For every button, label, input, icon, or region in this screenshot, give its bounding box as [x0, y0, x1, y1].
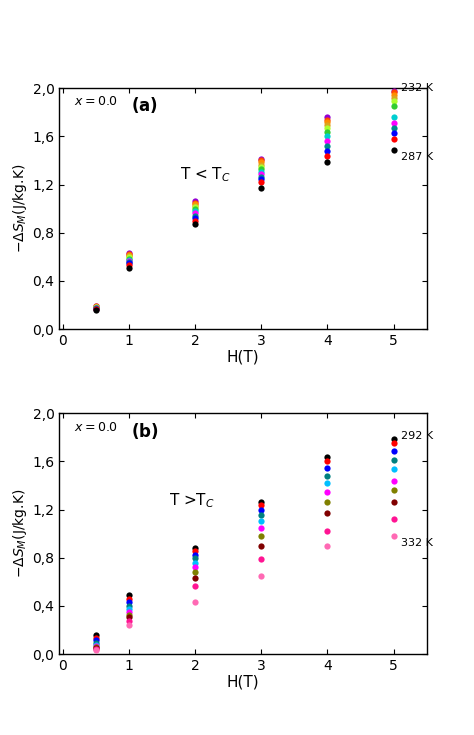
Text: $\mathbf{(b)}$: $\mathbf{(b)}$ [131, 420, 158, 440]
Text: 232 K: 232 K [401, 83, 433, 93]
Text: T >T$_C$: T >T$_C$ [169, 491, 215, 509]
Text: T < T$_C$: T < T$_C$ [181, 165, 231, 184]
Text: $x = 0.0$: $x = 0.0$ [74, 420, 118, 434]
Text: 292 K: 292 K [401, 431, 434, 441]
Text: $\mathbf{(a)}$: $\mathbf{(a)}$ [131, 96, 158, 115]
Text: $x = 0.0$: $x = 0.0$ [74, 96, 118, 109]
Y-axis label: $-\Delta S_M$(J/kg.K): $-\Delta S_M$(J/kg.K) [11, 164, 29, 254]
X-axis label: H(T): H(T) [227, 675, 259, 689]
Text: 287 K: 287 K [401, 152, 434, 162]
Y-axis label: $-\Delta S_M$(J/kg.K): $-\Delta S_M$(J/kg.K) [11, 489, 29, 578]
Text: 332 K: 332 K [401, 538, 433, 548]
X-axis label: H(T): H(T) [227, 349, 259, 365]
